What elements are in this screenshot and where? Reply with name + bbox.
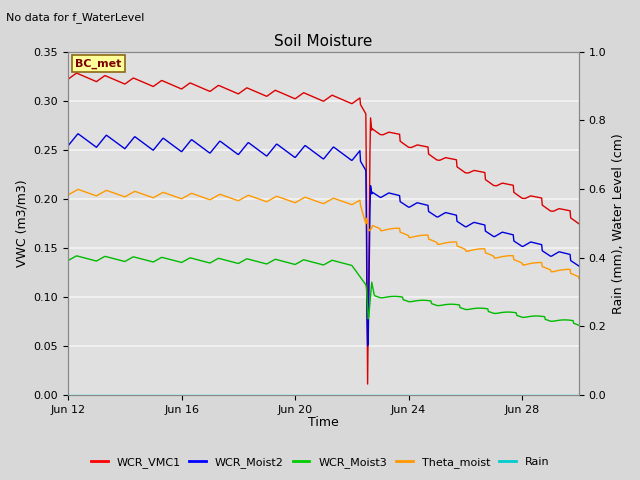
Y-axis label: VWC (m3/m3): VWC (m3/m3) bbox=[15, 180, 28, 267]
Text: BC_met: BC_met bbox=[75, 59, 122, 69]
X-axis label: Time: Time bbox=[308, 416, 339, 429]
Y-axis label: Rain (mm), Water Level (cm): Rain (mm), Water Level (cm) bbox=[612, 133, 625, 314]
Legend: WCR_VMC1, WCR_Moist2, WCR_Moist3, Theta_moist, Rain: WCR_VMC1, WCR_Moist2, WCR_Moist3, Theta_… bbox=[86, 452, 554, 472]
Text: No data for f_WaterLevel: No data for f_WaterLevel bbox=[6, 12, 145, 23]
Title: Soil Moisture: Soil Moisture bbox=[275, 34, 372, 49]
